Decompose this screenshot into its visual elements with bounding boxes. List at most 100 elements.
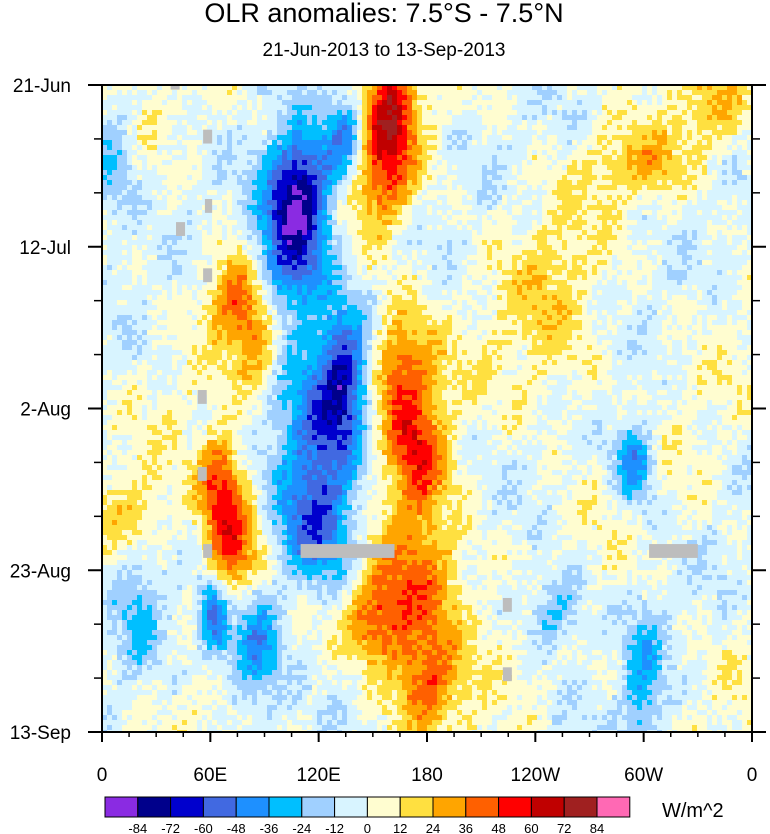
anomaly-cell: [107, 120, 113, 126]
anomaly-cell: [132, 100, 138, 106]
anomaly-cell: [187, 190, 193, 196]
anomaly-cell: [722, 130, 728, 136]
anomaly-cell: [332, 200, 338, 206]
anomaly-cell: [482, 225, 488, 231]
anomaly-cell: [357, 210, 363, 216]
anomaly-cell: [162, 170, 168, 176]
anomaly-cell: [487, 190, 493, 196]
anomaly-cell: [597, 230, 603, 236]
anomaly-cell: [497, 100, 503, 106]
anomaly-cell: [332, 130, 338, 136]
anomaly-cell: [417, 155, 423, 161]
anomaly-cell: [307, 110, 313, 116]
anomaly-cell: [647, 215, 653, 221]
anomaly-cell: [407, 175, 413, 181]
anomaly-cell: [137, 175, 143, 181]
anomaly-cell: [252, 260, 258, 266]
anomaly-cell: [422, 155, 428, 161]
anomaly-cell: [507, 200, 513, 206]
anomaly-cell: [232, 140, 238, 146]
anomaly-cell: [562, 200, 568, 206]
anomaly-cell: [707, 165, 713, 171]
anomaly-cell: [597, 225, 603, 231]
anomaly-cell: [387, 270, 393, 276]
anomaly-cell: [737, 185, 743, 191]
anomaly-cell: [437, 245, 443, 251]
anomaly-cell: [152, 275, 158, 281]
anomaly-cell: [517, 220, 523, 226]
anomaly-cell: [717, 140, 723, 146]
anomaly-cell: [707, 255, 713, 261]
anomaly-cell: [722, 150, 728, 156]
anomaly-cell: [502, 150, 508, 156]
anomaly-cell: [402, 225, 408, 231]
anomaly-cell: [167, 255, 173, 261]
anomaly-cell: [517, 160, 523, 166]
anomaly-cell: [422, 110, 428, 116]
anomaly-cell: [142, 200, 148, 206]
anomaly-cell: [552, 85, 558, 91]
anomaly-cell: [462, 175, 468, 181]
anomaly-cell: [522, 230, 528, 236]
anomaly-cell: [442, 150, 448, 156]
anomaly-cell: [387, 175, 393, 181]
anomaly-cell: [207, 225, 213, 231]
anomaly-cell: [742, 85, 748, 91]
anomaly-cell: [502, 235, 508, 241]
anomaly-cell: [352, 90, 358, 96]
anomaly-cell: [482, 145, 488, 151]
anomaly-cell: [722, 245, 728, 251]
anomaly-cell: [317, 120, 323, 126]
anomaly-cell: [647, 170, 653, 176]
anomaly-cell: [127, 215, 133, 221]
anomaly-cell: [252, 230, 258, 236]
anomaly-cell: [212, 250, 218, 256]
anomaly-cell: [557, 90, 563, 96]
anomaly-cell: [392, 210, 398, 216]
anomaly-cell: [482, 210, 488, 216]
anomaly-cell: [532, 150, 538, 156]
anomaly-cell: [142, 235, 148, 241]
anomaly-cell: [352, 175, 358, 181]
anomaly-cell: [427, 210, 433, 216]
anomaly-cell: [342, 220, 348, 226]
anomaly-cell: [202, 215, 208, 221]
anomaly-cell: [717, 230, 723, 236]
anomaly-cell: [447, 175, 453, 181]
anomaly-cell: [187, 255, 193, 261]
anomaly-cell: [442, 95, 448, 101]
anomaly-cell: [162, 110, 168, 116]
anomaly-cell: [557, 125, 563, 131]
anomaly-cell: [412, 120, 418, 126]
anomaly-cell: [552, 230, 558, 236]
anomaly-cell: [617, 205, 623, 211]
anomaly-cell: [602, 185, 608, 191]
anomaly-cell: [697, 120, 703, 126]
anomaly-cell: [197, 90, 203, 96]
anomaly-cell: [382, 215, 388, 221]
anomaly-cell: [397, 195, 403, 201]
anomaly-cell: [657, 120, 663, 126]
anomaly-cell: [642, 110, 648, 116]
anomaly-cell: [712, 210, 718, 216]
anomaly-cell: [287, 145, 293, 151]
anomaly-cell: [612, 190, 618, 196]
anomaly-cell: [742, 215, 748, 221]
anomaly-cell: [602, 240, 608, 246]
anomaly-cell: [507, 220, 513, 226]
anomaly-cell: [132, 195, 138, 201]
anomaly-cell: [592, 175, 598, 181]
anomaly-cell: [442, 250, 448, 256]
anomaly-cell: [652, 260, 658, 266]
anomaly-cell: [367, 175, 373, 181]
anomaly-cell: [662, 260, 668, 266]
anomaly-cell: [182, 265, 188, 271]
anomaly-cell: [502, 95, 508, 101]
anomaly-cell: [477, 205, 483, 211]
anomaly-cell: [412, 110, 418, 116]
anomaly-cell: [697, 115, 703, 121]
anomaly-cell: [227, 245, 233, 251]
anomaly-cell: [437, 100, 443, 106]
anomaly-cell: [347, 235, 353, 241]
anomaly-cell: [647, 120, 653, 126]
